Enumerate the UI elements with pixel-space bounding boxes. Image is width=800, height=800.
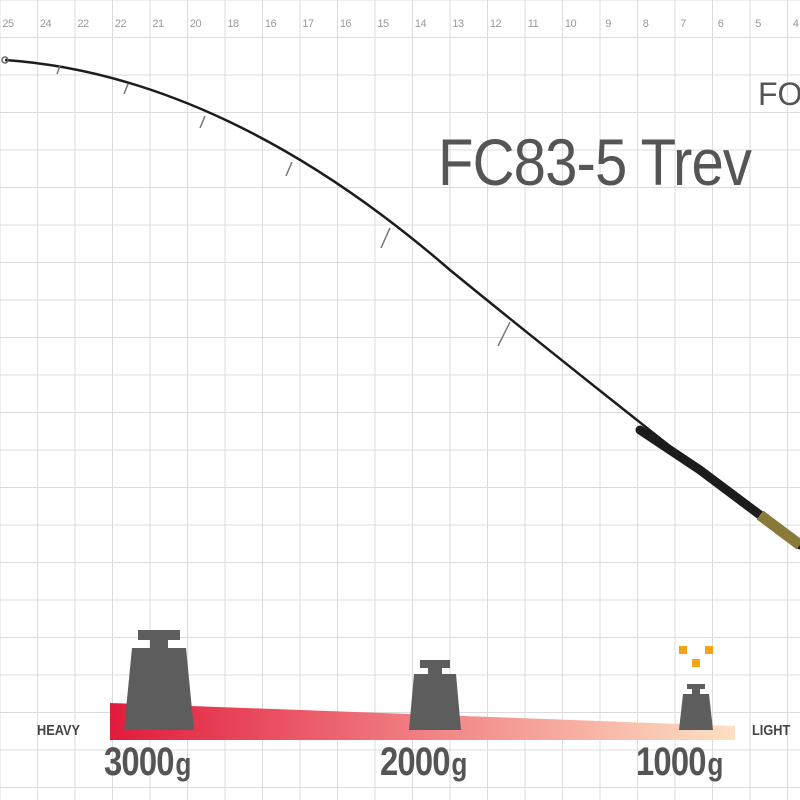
ruler-number: 8 [642, 18, 649, 30]
ruler-number: 9 [605, 18, 611, 30]
ruler-number: 13 [452, 18, 464, 30]
rod-guides [56, 65, 511, 347]
weight-icon [409, 660, 461, 730]
light-label: LIGHT [752, 722, 791, 739]
ruler-number: 5 [755, 18, 761, 30]
indicator-icon [679, 646, 713, 667]
series-name: FO [758, 76, 800, 112]
ruler-number: 6 [717, 18, 724, 30]
heavy-label: HEAVY [37, 722, 80, 739]
ruler-number: 12 [489, 18, 502, 30]
weight-label-light: 1000g [636, 740, 723, 784]
ruler-number: 4 [792, 18, 799, 30]
ruler-number: 10 [564, 18, 577, 30]
weight-label-medium: 2000g [380, 740, 467, 784]
ruler-number: 22 [77, 18, 89, 30]
weight-icon [679, 684, 713, 730]
ruler-number: 25 [2, 18, 14, 30]
ruler-number: 17 [302, 18, 314, 30]
ruler-number: 14 [414, 18, 427, 30]
ruler-number: 18 [227, 18, 239, 30]
rod-blank [4, 58, 701, 471]
ruler-number: 16 [264, 18, 277, 30]
ruler-number: 7 [680, 18, 686, 30]
ruler-number: 20 [189, 18, 202, 30]
ruler-number: 15 [377, 18, 389, 30]
ruler-number: 21 [152, 18, 164, 30]
rod-reel-seat [756, 510, 800, 550]
model-name: FC83-5 Trev [438, 125, 752, 199]
weight-label-heavy: 3000g [104, 740, 191, 784]
weight-icon [124, 630, 194, 730]
ruler-number: 22 [114, 18, 127, 30]
ruler-number: 16 [339, 18, 352, 30]
ruler-number: 11 [527, 18, 539, 30]
ruler-number: 24 [39, 18, 52, 30]
rod-tip [1, 56, 9, 64]
